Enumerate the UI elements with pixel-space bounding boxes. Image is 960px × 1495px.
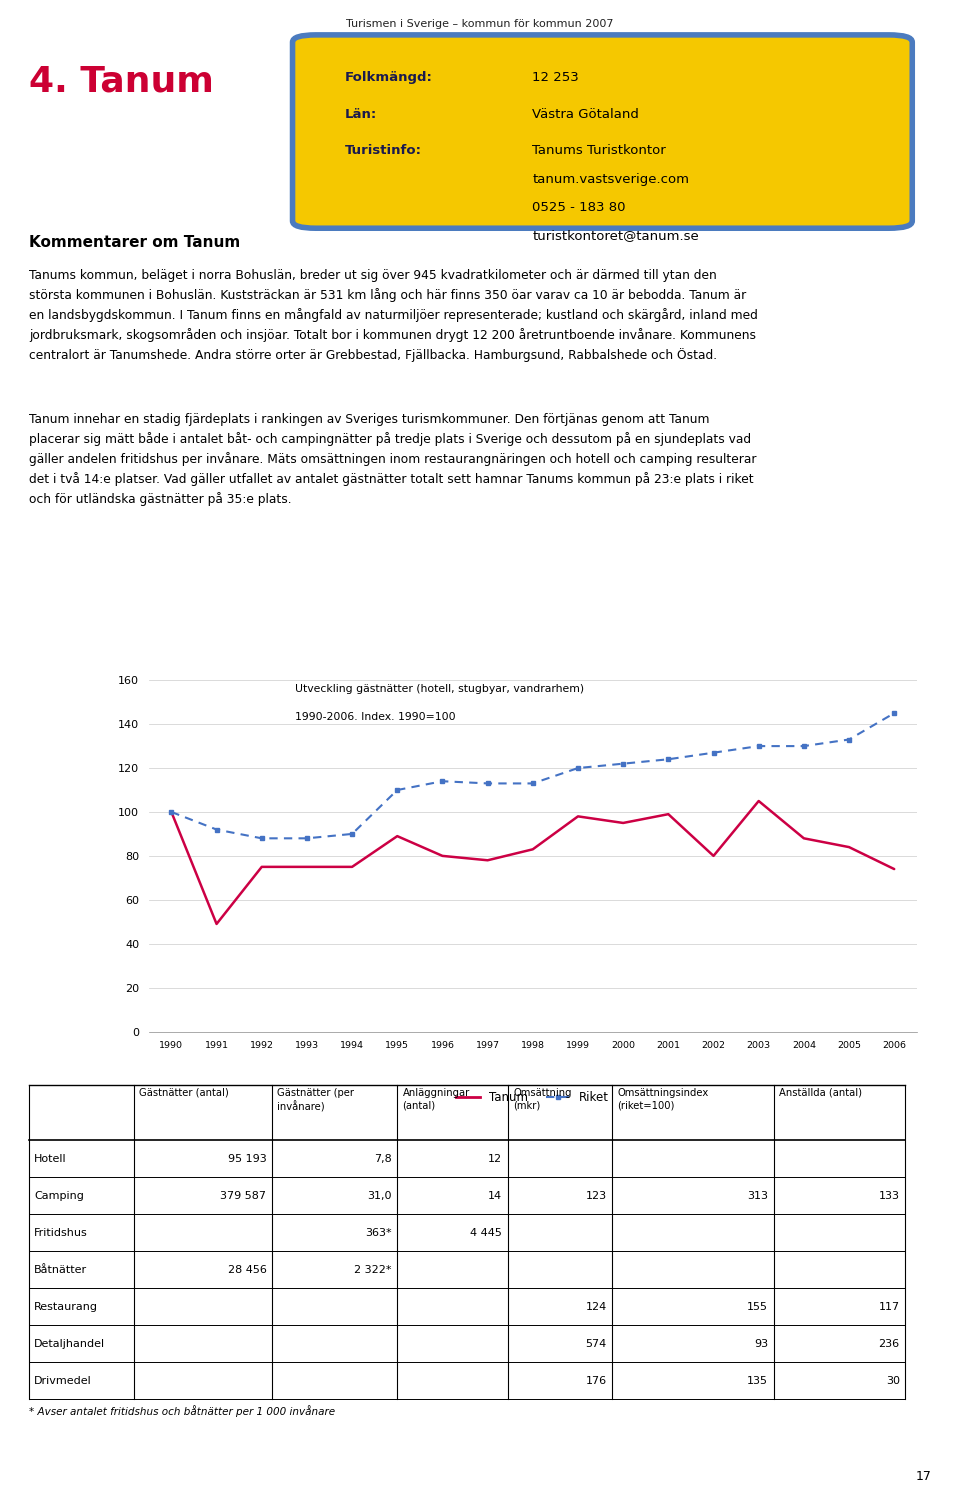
Legend: Tanum, Riket: Tanum, Riket — [451, 1087, 614, 1109]
Text: 379 587: 379 587 — [221, 1192, 267, 1200]
Text: Fritidshus: Fritidshus — [35, 1227, 88, 1238]
FancyBboxPatch shape — [293, 34, 912, 229]
Text: 123: 123 — [586, 1192, 607, 1200]
Text: Camping: Camping — [35, 1192, 84, 1200]
Text: 133: 133 — [878, 1192, 900, 1200]
Text: * Avser antalet fritidshus och båtnätter per 1 000 invånare: * Avser antalet fritidshus och båtnätter… — [29, 1405, 335, 1417]
Text: Anläggningar
(antal): Anläggningar (antal) — [402, 1088, 469, 1111]
Text: Omsättningsindex
(riket=100): Omsättningsindex (riket=100) — [617, 1088, 708, 1111]
Text: 14: 14 — [489, 1192, 502, 1200]
Text: 574: 574 — [586, 1340, 607, 1348]
Text: Båtnätter: Båtnätter — [35, 1265, 87, 1275]
Text: 1990-2006. Index. 1990=100: 1990-2006. Index. 1990=100 — [295, 712, 455, 722]
Text: Omsättning
(mkr): Omsättning (mkr) — [514, 1088, 572, 1111]
Text: 363*: 363* — [365, 1227, 392, 1238]
Text: 95 193: 95 193 — [228, 1154, 267, 1163]
Text: 31,0: 31,0 — [367, 1192, 392, 1200]
Text: 2 322*: 2 322* — [354, 1265, 392, 1275]
Text: Gästnätter (antal): Gästnätter (antal) — [139, 1088, 229, 1097]
Text: Turistinfo:: Turistinfo: — [346, 145, 422, 157]
Text: Turismen i Sverige – kommun för kommun 2007: Turismen i Sverige – kommun för kommun 2… — [347, 19, 613, 28]
Text: Tanums Turistkontor: Tanums Turistkontor — [532, 145, 666, 157]
Text: Detaljhandel: Detaljhandel — [35, 1340, 106, 1348]
Text: Tanum innehar en stadig fjärdeplats i rankingen av Sveriges turismkommuner. Den : Tanum innehar en stadig fjärdeplats i ra… — [29, 413, 756, 505]
Text: Tanums kommun, beläget i norra Bohuslän, breder ut sig över 945 kvadratkilometer: Tanums kommun, beläget i norra Bohuslän,… — [29, 269, 757, 362]
Text: 0525 - 183 80: 0525 - 183 80 — [532, 200, 626, 214]
Text: Kommentarer om Tanum: Kommentarer om Tanum — [29, 235, 240, 250]
Text: Anställda (antal): Anställda (antal) — [780, 1088, 862, 1097]
Text: 12 253: 12 253 — [532, 72, 579, 84]
Text: Västra Götaland: Västra Götaland — [532, 108, 639, 121]
Text: 4. Tanum: 4. Tanum — [29, 64, 214, 99]
Text: 93: 93 — [754, 1340, 768, 1348]
Text: Gästnätter (per
invånare): Gästnätter (per invånare) — [277, 1088, 354, 1112]
Text: 7,8: 7,8 — [374, 1154, 392, 1163]
Text: Folkmängd:: Folkmängd: — [346, 72, 433, 84]
Text: 313: 313 — [747, 1192, 768, 1200]
Text: 28 456: 28 456 — [228, 1265, 267, 1275]
Text: 135: 135 — [747, 1375, 768, 1386]
Text: 12: 12 — [489, 1154, 502, 1163]
Text: Län:: Län: — [346, 108, 377, 121]
Text: 4 445: 4 445 — [470, 1227, 502, 1238]
Text: Utveckling gästnätter (hotell, stugbyar, vandrarhem): Utveckling gästnätter (hotell, stugbyar,… — [295, 683, 584, 694]
Text: turistkontoret@tanum.se: turistkontoret@tanum.se — [532, 229, 699, 242]
Text: 30: 30 — [886, 1375, 900, 1386]
Text: 176: 176 — [586, 1375, 607, 1386]
Text: 17: 17 — [915, 1470, 931, 1483]
Text: Drivmedel: Drivmedel — [35, 1375, 92, 1386]
Text: Restaurang: Restaurang — [35, 1302, 98, 1311]
Text: 117: 117 — [878, 1302, 900, 1311]
Text: Hotell: Hotell — [35, 1154, 67, 1163]
Text: tanum.vastsverige.com: tanum.vastsverige.com — [532, 172, 689, 185]
Text: 236: 236 — [878, 1340, 900, 1348]
Text: 155: 155 — [747, 1302, 768, 1311]
Text: 124: 124 — [586, 1302, 607, 1311]
